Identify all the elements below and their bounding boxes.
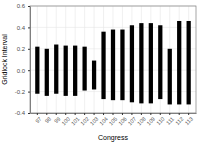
tick: 104	[98, 113, 109, 126]
tick: 106	[117, 113, 128, 126]
grid	[30, 6, 196, 113]
bar	[45, 49, 49, 96]
tick-mark	[122, 113, 123, 115]
tick: 102	[79, 113, 90, 126]
tick: 110	[155, 113, 165, 126]
tick-label: 113	[184, 116, 194, 126]
tick: 0.2	[17, 46, 30, 52]
bar	[130, 25, 134, 102]
x-axis-title: Congress	[98, 134, 128, 142]
tick: 0.0	[17, 68, 30, 74]
tick-mark	[169, 113, 170, 115]
tick-label: 108	[136, 116, 147, 127]
tick-label: 0.2	[17, 46, 26, 52]
tick-mark	[28, 92, 30, 93]
tick-label: 97	[34, 116, 43, 125]
tick: 107	[127, 113, 138, 126]
tick: 108	[136, 113, 147, 126]
tick-label: 98	[44, 116, 53, 125]
axis-line	[31, 113, 197, 114]
tick-mark	[28, 27, 30, 28]
tick: 97	[34, 113, 43, 124]
panel-background	[30, 6, 196, 113]
tick-mark	[28, 49, 30, 50]
tick-label: 106	[117, 116, 128, 127]
tick-label: 103	[89, 116, 100, 127]
tick: 112	[174, 113, 184, 126]
tick: 103	[89, 113, 100, 126]
tick: -0.2	[15, 89, 30, 95]
tick-mark	[150, 113, 151, 115]
tick-mark	[188, 113, 189, 115]
tick-label: 102	[79, 116, 90, 127]
tick: -0.4	[15, 110, 30, 116]
tick-mark	[113, 113, 114, 115]
tick-mark	[103, 113, 104, 115]
tick-label: 107	[127, 116, 138, 127]
tick-label: 0.4	[17, 25, 26, 31]
tick-label: 111	[165, 116, 175, 126]
bar	[35, 47, 39, 94]
panel-frame	[30, 6, 196, 113]
bar	[64, 46, 68, 96]
tick-label: 109	[146, 116, 157, 127]
tick: 113	[184, 113, 194, 126]
bar	[120, 30, 124, 101]
tick-label: 104	[98, 116, 109, 127]
tick-mark	[56, 113, 57, 115]
tick-mark	[84, 113, 85, 115]
tick-label: 0.6	[17, 3, 26, 9]
tick-mark	[46, 113, 47, 115]
tick-mark	[179, 113, 180, 115]
bar	[187, 21, 191, 104]
bar	[92, 61, 96, 90]
tick-label: 110	[155, 116, 165, 126]
tick: 98	[44, 113, 53, 124]
tick-mark	[75, 113, 76, 115]
bars	[35, 21, 191, 104]
tick-label: 0.0	[17, 68, 26, 74]
tick-mark	[28, 113, 30, 114]
bar	[54, 45, 58, 94]
tick: 0.4	[17, 25, 30, 31]
x-axis: 9798991001011021031041051061071081091101…	[31, 113, 197, 126]
tick-label: -0.4	[15, 110, 26, 116]
tick: 111	[165, 113, 175, 126]
tick: 109	[146, 113, 157, 126]
bar	[158, 25, 162, 99]
tick-mark	[141, 113, 142, 115]
tick: 100	[60, 113, 71, 126]
tick-mark	[37, 113, 38, 115]
tick-mark	[160, 113, 161, 115]
axis-line	[30, 7, 31, 114]
tick-label: -0.2	[15, 89, 26, 95]
bar	[82, 47, 86, 91]
bar	[101, 32, 105, 99]
tick-mark	[65, 113, 66, 115]
tick: 0.6	[17, 3, 30, 9]
tick-label: 112	[174, 116, 184, 126]
grid-line	[94, 6, 95, 113]
tick-mark	[28, 6, 30, 7]
bar	[177, 21, 181, 104]
y-axis-title: Gridlock Interval	[1, 34, 8, 85]
bar	[139, 23, 143, 103]
tick-label: 105	[108, 116, 119, 127]
plot: -0.4 -0.2 0.0 0.2 0.4 0.6 97989910010110210310…	[15, 3, 197, 126]
bar	[111, 30, 115, 101]
tick-mark	[131, 113, 132, 115]
bar	[73, 46, 77, 96]
tick: 101	[70, 113, 81, 126]
bar	[168, 49, 172, 105]
tick-label: 101	[70, 116, 81, 127]
tick-mark	[94, 113, 95, 115]
y-axis: -0.4 -0.2 0.0 0.2 0.4 0.6	[15, 3, 31, 116]
tick-label: 100	[60, 116, 71, 127]
tick-mark	[28, 70, 30, 71]
tick: 105	[108, 113, 119, 126]
bar	[149, 23, 153, 103]
